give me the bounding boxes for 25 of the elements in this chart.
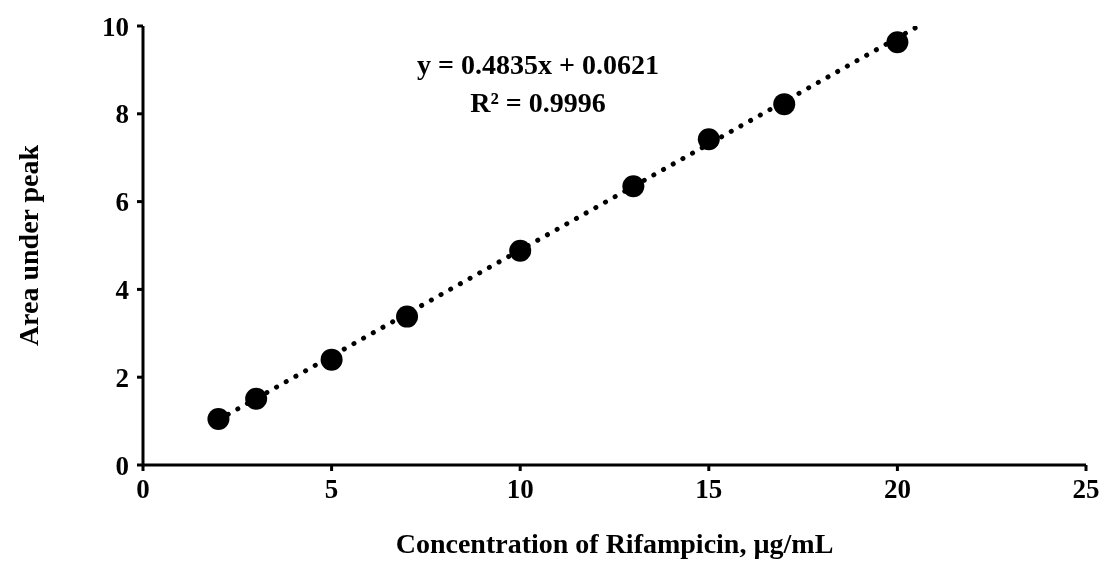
annotation: y = 0.4835x + 0.0621 xyxy=(416,48,660,82)
y-tick-label: 8 xyxy=(115,99,129,130)
point xyxy=(773,93,796,116)
x-tick-label: 25 xyxy=(1072,474,1100,505)
point xyxy=(509,239,532,262)
x-axis-title: Concentration of Rifampicin, µg/mL xyxy=(395,528,834,559)
point xyxy=(697,128,720,151)
point xyxy=(245,387,268,410)
x-tick-label: 20 xyxy=(883,474,911,505)
y-tick-label: 4 xyxy=(115,274,129,305)
y-tick-label: 6 xyxy=(115,187,129,218)
x-tick-label: 15 xyxy=(695,474,723,505)
y-axis-title: Area under peak xyxy=(12,144,44,347)
point xyxy=(207,407,230,430)
point xyxy=(396,305,419,328)
point xyxy=(320,348,343,371)
x-tick-label: 0 xyxy=(136,474,150,505)
x-tick-label: 5 xyxy=(324,474,339,505)
y-tick-label: 0 xyxy=(115,450,129,481)
point xyxy=(886,31,909,54)
annotation: R² = 0.9996 xyxy=(469,86,607,120)
x-tick-label: 10 xyxy=(506,474,534,505)
y-tick-label: 10 xyxy=(102,11,129,42)
y-tick-label: 2 xyxy=(115,362,129,393)
point xyxy=(622,175,645,198)
